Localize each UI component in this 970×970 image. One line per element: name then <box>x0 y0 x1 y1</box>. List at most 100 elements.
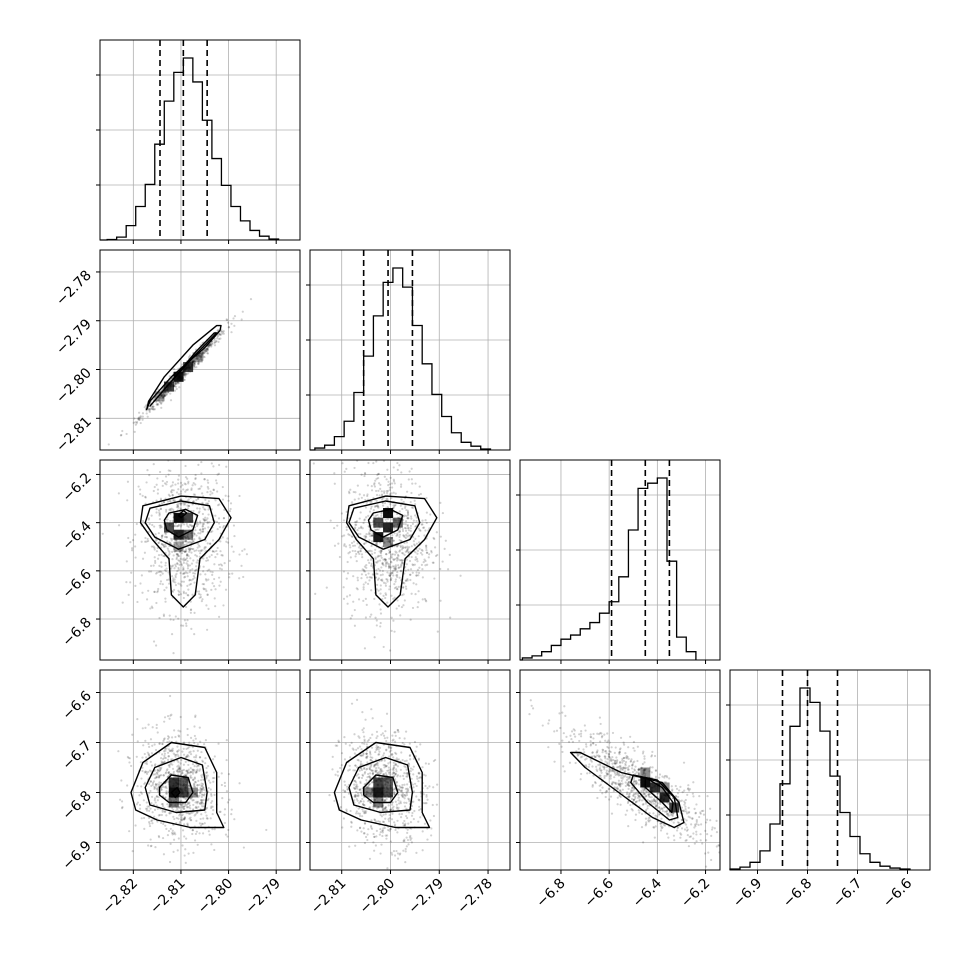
sample-point <box>168 582 171 585</box>
sample-point <box>141 756 144 759</box>
sample-point <box>375 736 378 740</box>
sample-point <box>368 768 371 771</box>
sample-point <box>363 535 366 538</box>
sample-point <box>163 545 166 548</box>
sample-point <box>178 767 181 770</box>
axes-frame <box>99 249 301 451</box>
sample-point <box>161 394 164 398</box>
sample-point <box>176 770 179 773</box>
sample-point <box>368 561 371 564</box>
sample-point <box>405 563 408 566</box>
sample-point <box>404 505 407 508</box>
sample-point <box>415 574 418 577</box>
sample-point <box>377 753 380 756</box>
sample-point <box>378 550 381 553</box>
sample-point <box>360 748 363 751</box>
sample-point <box>423 558 426 561</box>
sample-point <box>155 550 159 553</box>
sample-point <box>238 494 241 498</box>
sample-point <box>151 783 154 786</box>
sample-point <box>423 534 426 537</box>
sample-point <box>177 617 180 620</box>
sample-point <box>585 745 588 748</box>
sample-point <box>614 782 618 786</box>
sample-point <box>363 518 366 521</box>
sample-point <box>385 749 388 752</box>
sample-point <box>680 799 683 802</box>
sample-point <box>640 812 644 816</box>
sample-point <box>220 783 223 787</box>
sample-point <box>363 783 366 786</box>
sample-point <box>181 771 184 775</box>
sample-point <box>378 750 381 753</box>
sample-point <box>634 780 637 783</box>
sample-point <box>394 567 397 570</box>
sample-point <box>399 504 402 507</box>
sample-point <box>138 418 141 421</box>
sample-point <box>369 759 372 762</box>
sample-point <box>360 767 363 770</box>
sample-point <box>645 791 648 794</box>
sample-point <box>205 349 208 352</box>
sample-point <box>165 769 168 772</box>
sample-point <box>410 837 413 840</box>
sample-point <box>204 349 207 352</box>
sample-point <box>194 568 197 572</box>
sample-point <box>164 772 167 775</box>
sample-point <box>197 764 200 767</box>
sample-point <box>628 775 631 779</box>
sample-point <box>449 616 452 619</box>
sample-point <box>190 488 193 491</box>
sample-point <box>194 554 197 557</box>
sample-point <box>177 452 179 454</box>
sample-point <box>369 558 373 561</box>
sample-point <box>204 508 207 511</box>
sample-point <box>197 353 200 357</box>
sample-point <box>390 616 393 619</box>
sample-point <box>367 514 370 517</box>
sample-point <box>170 736 174 739</box>
sample-point <box>344 790 347 793</box>
sample-point <box>342 597 346 600</box>
sample-point <box>180 803 183 806</box>
sample-point <box>168 749 171 752</box>
sample-point <box>184 372 188 375</box>
sample-point <box>429 819 432 822</box>
sample-point <box>205 579 208 582</box>
sample-point <box>213 341 216 344</box>
sample-point <box>198 520 202 523</box>
sample-point <box>380 770 383 773</box>
sample-point <box>393 553 397 556</box>
sample-point <box>649 819 652 822</box>
sample-point <box>238 577 241 580</box>
sample-point <box>600 769 603 772</box>
sample-point <box>381 597 384 601</box>
sample-point <box>188 579 191 582</box>
sample-point <box>404 527 408 530</box>
density-cell <box>173 371 184 382</box>
sample-point <box>598 774 601 777</box>
sample-point <box>191 524 194 528</box>
sample-point <box>198 596 201 599</box>
sample-point <box>382 820 386 824</box>
sample-point <box>155 601 158 605</box>
sample-point <box>418 547 421 550</box>
sample-point <box>370 550 373 553</box>
sample-point <box>375 504 378 508</box>
contour-line <box>177 509 188 519</box>
sample-point <box>179 502 182 505</box>
sample-point <box>395 586 398 589</box>
sample-point <box>162 738 166 741</box>
sample-point <box>182 540 185 543</box>
sample-point <box>599 758 602 761</box>
sample-point <box>186 823 189 826</box>
sample-point <box>619 774 623 777</box>
sample-point <box>419 790 422 794</box>
sample-point <box>162 396 165 399</box>
sample-point <box>364 616 368 619</box>
sample-point <box>365 603 368 606</box>
sample-point <box>141 415 144 418</box>
sample-point <box>355 552 358 556</box>
sample-point <box>227 326 230 329</box>
sample-point <box>369 801 372 805</box>
